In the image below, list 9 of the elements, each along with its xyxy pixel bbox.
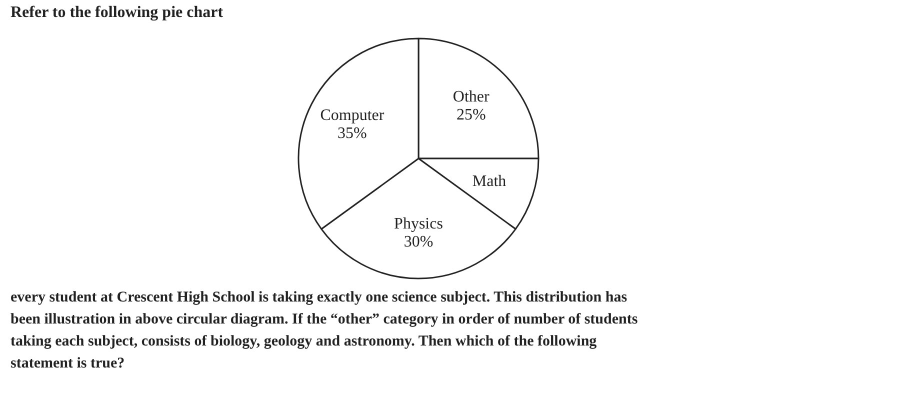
- data-label: 25%: [456, 106, 486, 124]
- text: Refer to the following pie chart: [10, 4, 224, 21]
- data-label: 35%: [338, 125, 367, 142]
- data-label: 30%: [404, 233, 434, 250]
- slice-label: Computer: [320, 107, 385, 124]
- slice-label: Other: [452, 88, 490, 106]
- text: every student at Crescent High School is taking exactly one science subject. This distribution has been illustration in above circular diagram. If the “other” category in order of number of students taking each subject, consists of biology, geology and astronomy. Then which of the following statement is true?: [10, 290, 638, 372]
- slice-label: Physics: [394, 215, 443, 232]
- slice-label: Math: [472, 172, 506, 190]
